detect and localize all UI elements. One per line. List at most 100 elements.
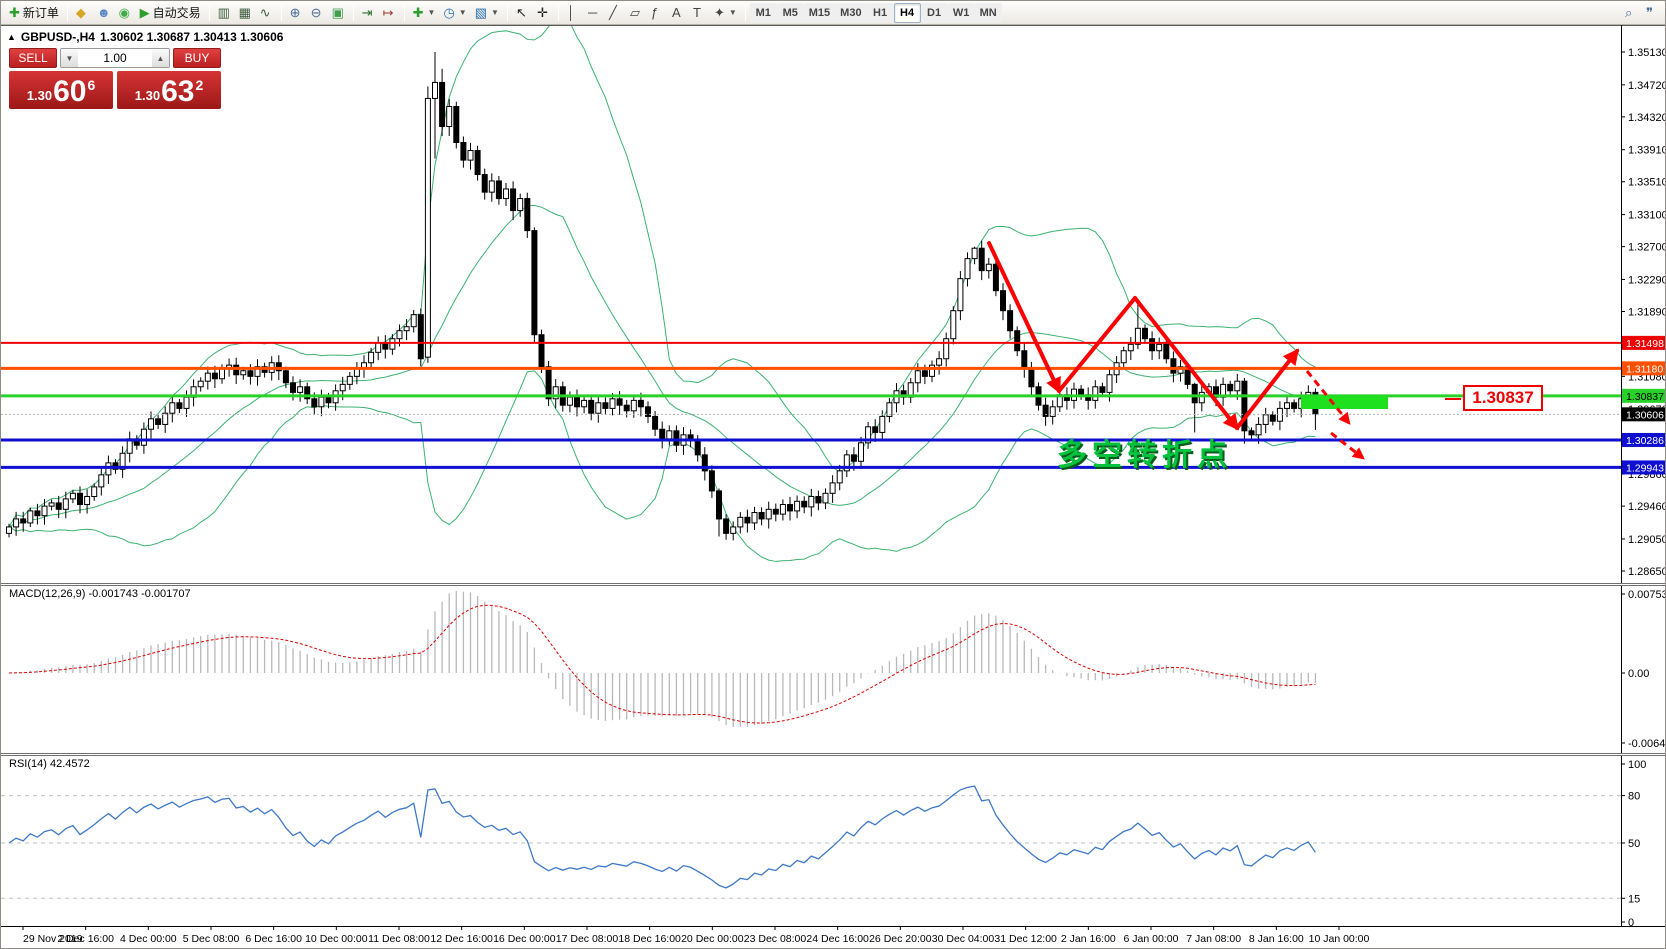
autotrading-label: 自动交易 [152, 6, 201, 20]
sell-button[interactable]: SELL [9, 48, 57, 68]
equidistant-channel-button[interactable]: ▱ [626, 2, 647, 23]
auto-scroll-icon: ⇥ [361, 5, 373, 20]
volume-down-button[interactable]: ▼ [61, 49, 78, 67]
shapes-button[interactable]: ✦ ▼ [710, 2, 741, 23]
svg-text:1.28650: 1.28650 [1628, 566, 1666, 578]
new-order-button[interactable]: ✚ 新订单 [5, 2, 63, 23]
profile-button[interactable]: ☻ [93, 2, 115, 23]
svg-text:0.007538: 0.007538 [1628, 589, 1666, 601]
new-order-label: 新订单 [22, 6, 59, 20]
vertical-line-icon: │ [566, 5, 576, 20]
horizontal-line-objects[interactable] [1, 341, 1621, 469]
timeframe-m5-button[interactable]: M5 [776, 2, 804, 23]
templates-icon: ▧ [474, 5, 488, 20]
autotrading-icon: ▶ [139, 5, 150, 20]
crosshair-button[interactable]: ✛ [533, 2, 554, 23]
rsi-axis[interactable]: 100 80 50 15 0 [1621, 759, 1646, 929]
trade-panel-collapse-icon[interactable]: ▲ [7, 32, 16, 42]
rsi-pane[interactable] [1, 756, 1665, 926]
indicators-button[interactable]: ✚ ▼ [409, 2, 440, 23]
timeframe-m1-button[interactable]: M1 [749, 2, 777, 23]
horizontal-line-button[interactable]: ─ [584, 2, 605, 23]
tile-windows-button[interactable]: ▣ [328, 2, 349, 23]
cursor-icon: ↖ [515, 5, 527, 20]
volume-up-button[interactable]: ▲ [152, 49, 169, 67]
auto-scroll-button[interactable]: ⇥ [358, 2, 379, 23]
chevron-down-icon[interactable]: ▼ [728, 8, 737, 17]
chat-button[interactable]: ❞ [1642, 2, 1663, 23]
timeframe-h4-button[interactable]: H4 [893, 2, 921, 23]
svg-text:1.30606: 1.30606 [1626, 409, 1664, 421]
chat-icon: ❞ [1646, 5, 1653, 20]
svg-text:100: 100 [1628, 759, 1646, 771]
sell-price-tile[interactable]: 1.30 60 6 [9, 71, 113, 109]
trendline-icon: ╱ [608, 5, 617, 20]
svg-text:1.31498: 1.31498 [1626, 338, 1664, 350]
vertical-line-button[interactable]: │ [563, 2, 584, 23]
text-button[interactable]: A [668, 2, 689, 23]
svg-text:6 Dec 16:00: 6 Dec 16:00 [245, 933, 302, 945]
line-chart-button[interactable]: ∿ [256, 2, 277, 23]
one-click-trade-panel: SELL ▼ ▲ BUY 1.30 60 6 1.30 63 2 [9, 48, 221, 109]
buy-price-big: 63 [161, 75, 195, 108]
svg-text:11 Dec 08:00: 11 Dec 08:00 [368, 933, 430, 945]
timeframe-d1-button[interactable]: D1 [920, 2, 948, 23]
rsi-line [8, 785, 1316, 889]
svg-text:8 Jan 16:00: 8 Jan 16:00 [1249, 933, 1304, 945]
highlight-rectangle[interactable] [1301, 396, 1388, 409]
buy-price-tile[interactable]: 1.30 63 2 [117, 71, 221, 109]
fibonacci-button[interactable]: ƒ [647, 2, 668, 23]
market-button[interactable]: ◆ [72, 2, 93, 23]
pane-splitter[interactable] [1, 583, 1665, 586]
chinese-annotation-text[interactable]: 多空转折点 [1057, 439, 1232, 472]
sell-price-sup: 6 [87, 77, 96, 93]
chart-title: ▲ GBPUSD-,H4 1.30602 1.30687 1.30413 1.3… [7, 30, 283, 44]
volume-stepper: ▼ ▲ [60, 48, 170, 68]
macd-signal-line [8, 604, 1316, 724]
toolbar-divider [506, 4, 508, 21]
buy-button[interactable]: BUY [173, 48, 221, 68]
svg-text:1.31890: 1.31890 [1628, 306, 1666, 318]
periods-button[interactable]: ◷ ▼ [439, 2, 470, 23]
volume-input[interactable] [78, 49, 152, 67]
shapes-icon: ✦ [713, 5, 725, 20]
templates-button[interactable]: ▧ ▼ [471, 2, 503, 23]
timeframe-mn-button[interactable]: MN [974, 2, 1002, 23]
zoom-in-button[interactable]: ⊕ [286, 2, 307, 23]
chevron-down-icon[interactable]: ▼ [427, 8, 436, 17]
timeframe-h1-button[interactable]: H1 [866, 2, 894, 23]
date-axis[interactable] [1, 926, 1665, 948]
chevron-down-icon[interactable]: ▼ [458, 8, 467, 17]
macd-axis[interactable]: 0.007538 0.00 -0.006446 [1621, 589, 1666, 750]
svg-text:2 Dec 16:00: 2 Dec 16:00 [57, 933, 114, 945]
svg-text:12 Dec 16:00: 12 Dec 16:00 [430, 933, 493, 945]
cursor-button[interactable]: ↖ [512, 2, 533, 23]
timeframe-w1-button[interactable]: W1 [947, 2, 975, 23]
chart-shift-button[interactable]: ↦ [379, 2, 400, 23]
pane-splitter[interactable] [1, 753, 1665, 756]
text-label-icon: T [692, 5, 701, 20]
bar-chart-button[interactable]: ▥ [214, 2, 235, 23]
bar-chart-icon: ▥ [217, 5, 230, 20]
trendline-button[interactable]: ╱ [605, 2, 626, 23]
trend-arrow-annotation[interactable] [987, 241, 1365, 460]
zoom-out-button[interactable]: ⊖ [307, 2, 328, 23]
candlestick-chart-button[interactable]: ▦ [235, 2, 256, 23]
bollinger-bands [8, 26, 1316, 562]
search-button[interactable]: ⌕ [1621, 2, 1642, 23]
svg-text:1.33510: 1.33510 [1628, 177, 1666, 189]
signals-button[interactable]: ◉ [115, 2, 136, 23]
autotrading-button[interactable]: ▶ 自动交易 [136, 2, 205, 23]
macd-histogram [15, 591, 1317, 727]
timeframe-m30-button[interactable]: M30 [835, 2, 867, 23]
timeframe-m15-button[interactable]: M15 [803, 2, 836, 23]
rsi-indicator-label: RSI(14) 42.4572 [9, 758, 90, 770]
market-icon: ◆ [75, 5, 86, 20]
svg-text:1.30837: 1.30837 [1626, 391, 1664, 403]
chevron-down-icon[interactable]: ▼ [491, 8, 499, 17]
text-label-button[interactable]: T [689, 2, 710, 23]
price-callout-box[interactable]: 1.30837 [1463, 385, 1543, 411]
